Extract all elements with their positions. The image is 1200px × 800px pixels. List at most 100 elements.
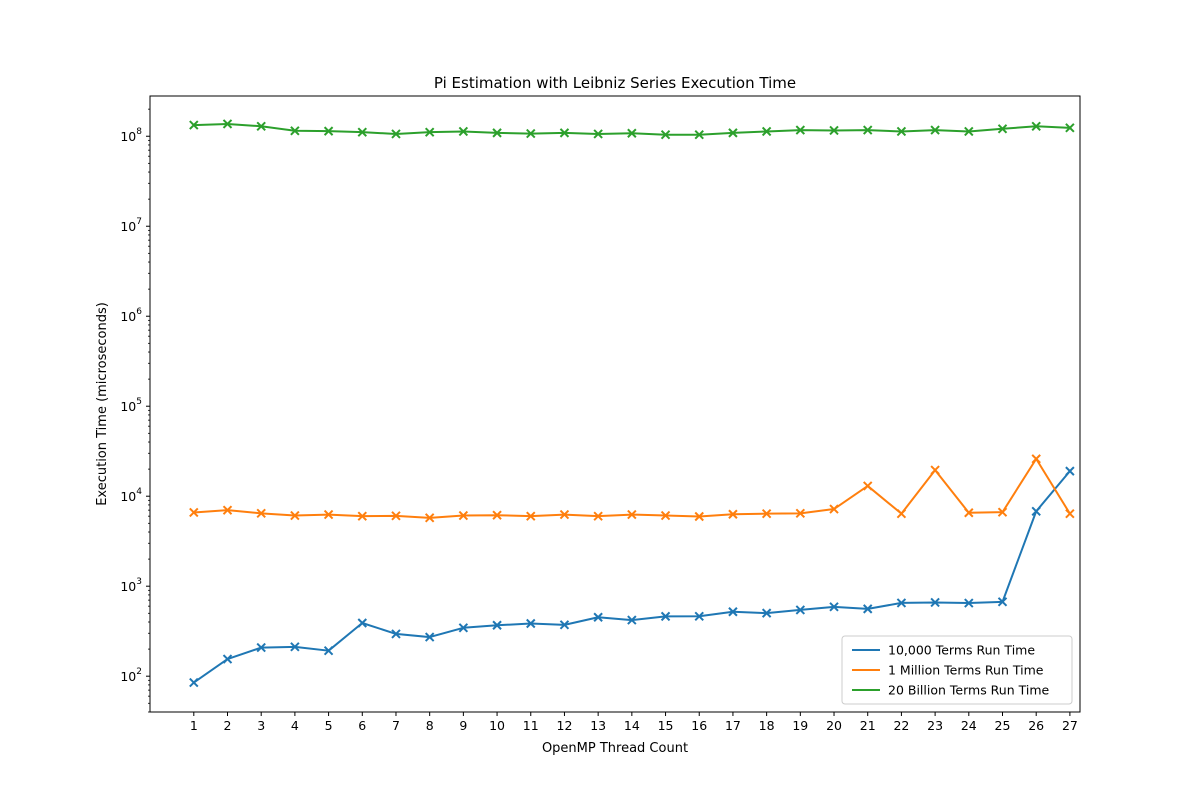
x-tick-label: 13 — [590, 718, 606, 733]
data-point — [424, 513, 435, 523]
data-point — [458, 623, 469, 633]
data-point — [424, 632, 435, 642]
data-point — [1031, 121, 1041, 131]
data-point — [391, 129, 401, 139]
series-1 — [189, 466, 1075, 688]
data-point — [526, 128, 536, 139]
data-point — [930, 125, 940, 135]
data-point — [930, 465, 940, 475]
data-point — [357, 511, 367, 521]
data-point — [795, 508, 806, 519]
data-point — [323, 126, 334, 136]
legend-label: 1 Million Terms Run Time — [888, 663, 1044, 678]
data-point — [728, 509, 738, 519]
x-tick-label: 3 — [257, 718, 265, 733]
data-point — [256, 508, 266, 519]
data-point — [1065, 466, 1075, 476]
data-point — [694, 130, 704, 140]
x-tick-label: 4 — [291, 718, 299, 733]
data-point — [559, 128, 570, 138]
data-point — [863, 481, 873, 491]
x-tick-label: 14 — [624, 718, 640, 733]
data-point — [222, 654, 233, 664]
x-tick-label: 5 — [325, 718, 333, 733]
x-axis-label: OpenMP Thread Count — [542, 741, 688, 756]
series-layer — [189, 119, 1075, 688]
x-tick-label: 25 — [995, 718, 1011, 733]
x-tick-label: 17 — [725, 718, 741, 733]
data-point — [829, 602, 839, 612]
data-point — [222, 119, 233, 129]
data-point — [189, 120, 199, 130]
data-point — [526, 618, 536, 629]
x-tick-label: 7 — [392, 718, 400, 733]
data-point — [492, 510, 502, 520]
data-point — [627, 615, 637, 625]
legend-entry: 1 Million Terms Run Time — [852, 663, 1044, 678]
x-tick-label: 16 — [691, 718, 707, 733]
plot-area — [149, 95, 1081, 713]
data-point — [896, 508, 907, 519]
data-point — [761, 126, 772, 137]
data-point — [829, 125, 839, 136]
data-point — [357, 618, 367, 628]
x-tick-label: 10 — [489, 718, 505, 733]
data-point — [627, 509, 637, 520]
data-point — [694, 611, 704, 621]
data-point — [997, 597, 1008, 607]
data-point — [492, 620, 502, 630]
data-point — [593, 511, 603, 521]
data-point — [323, 509, 334, 520]
x-tick-label: 9 — [459, 718, 467, 733]
data-point — [829, 504, 839, 514]
data-point — [1065, 123, 1075, 133]
data-point — [357, 127, 367, 137]
data-point — [1031, 506, 1041, 516]
data-point — [458, 510, 469, 521]
data-point — [863, 604, 873, 614]
x-tick-label: 18 — [759, 718, 775, 733]
x-tick-label: 19 — [792, 718, 808, 733]
data-point — [1031, 454, 1041, 464]
data-point — [761, 508, 772, 519]
legend: 10,000 Terms Run Time 1 Million Terms Run… — [841, 635, 1073, 705]
data-point — [559, 509, 570, 520]
legend-box — [841, 635, 1073, 705]
x-tick-label: 23 — [927, 718, 943, 733]
x-tick-label: 27 — [1062, 718, 1078, 733]
data-point — [728, 607, 738, 617]
legend-entry: 10,000 Terms Run Time — [852, 643, 1035, 658]
data-point — [997, 124, 1008, 134]
data-point — [997, 507, 1008, 517]
data-point — [660, 510, 671, 521]
data-point — [256, 121, 266, 131]
data-point — [593, 129, 603, 139]
data-point — [458, 126, 469, 137]
data-point — [896, 126, 907, 137]
data-point — [660, 611, 671, 622]
data-point — [559, 620, 570, 630]
data-point — [660, 130, 671, 140]
data-point — [391, 511, 401, 521]
data-point — [795, 125, 806, 135]
data-point — [222, 505, 233, 515]
x-tick-label: 21 — [860, 718, 876, 733]
data-point — [930, 597, 940, 608]
data-point — [323, 645, 334, 656]
data-point — [290, 510, 300, 521]
y-tick-label: 106 — [120, 307, 142, 324]
legend-entry: 20 Billion Terms Run Time — [852, 683, 1050, 698]
y-tick-label: 103 — [120, 577, 142, 594]
data-point — [795, 605, 806, 615]
x-tick-label: 24 — [961, 718, 977, 733]
data-point — [964, 598, 974, 608]
x-tick-label: 12 — [557, 718, 573, 733]
x-tick-label: 22 — [893, 718, 909, 733]
chart-title: Pi Estimation with Leibniz Series Execut… — [434, 74, 796, 92]
data-point — [761, 608, 772, 618]
x-tick-label: 1 — [190, 718, 198, 733]
x-tick-label: 8 — [426, 718, 434, 733]
data-point — [728, 128, 738, 138]
data-point — [964, 126, 974, 137]
x-axis: 1 2 3 4 5 6 7 8 9 10 11 12 13 14 15 16 17 18 19 20 21 22 23 24 2… — [190, 712, 1078, 733]
